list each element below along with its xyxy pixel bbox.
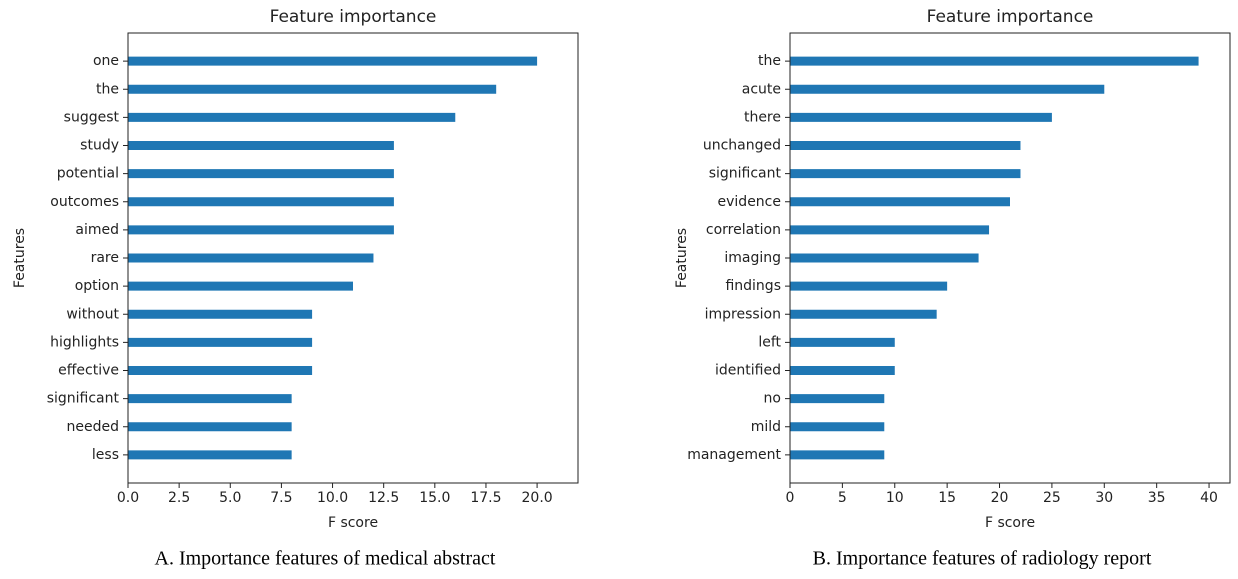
axes-frame: [789, 32, 1231, 484]
bar: [128, 450, 292, 460]
axes-frame: [127, 32, 579, 484]
bar: [128, 56, 538, 66]
y-tick-label: needed: [67, 419, 120, 435]
y-tick-label: identified: [715, 363, 781, 379]
y-tick-label: effective: [58, 363, 119, 379]
y-tick-label: aimed: [75, 222, 119, 238]
y-tick-label: the: [758, 53, 781, 69]
caption: A. Importance features of medical abstra…: [155, 548, 496, 570]
bar: [128, 225, 394, 235]
y-tick-label: suggest: [64, 109, 120, 125]
x-tick-label: 12.5: [368, 490, 399, 506]
bar: [128, 366, 313, 375]
y-tick-label: there: [744, 109, 781, 125]
x-tick-label: 15.0: [419, 490, 450, 506]
x-tick-label: 25: [1043, 490, 1061, 506]
y-tick-label: rare: [91, 250, 119, 266]
x-axis-label: F score: [328, 515, 378, 531]
y-tick-label: outcomes: [50, 194, 119, 210]
y-tick-label: highlights: [50, 334, 119, 350]
bar: [790, 141, 1021, 150]
x-tick-label: 17.5: [470, 490, 501, 506]
caption: B. Importance features of radiology repo…: [813, 548, 1152, 570]
y-tick-label: correlation: [706, 222, 781, 238]
x-tick-label: 20.0: [522, 490, 553, 506]
x-tick-label: 30: [1095, 490, 1113, 506]
y-axis-label: Features: [674, 228, 690, 288]
y-tick-label: less: [92, 447, 119, 463]
bar: [790, 169, 1021, 179]
chart-title: Feature importance: [927, 7, 1094, 27]
y-tick-label: no: [764, 391, 781, 407]
x-tick-label: 2.5: [168, 490, 190, 506]
bar: [790, 84, 1105, 94]
bar: [128, 112, 456, 122]
bar: [128, 84, 497, 94]
y-tick-label: significant: [47, 391, 120, 407]
bar: [790, 225, 990, 235]
bar: [128, 141, 394, 150]
y-tick-label: evidence: [718, 194, 781, 210]
x-axis-label: F score: [985, 515, 1035, 531]
y-tick-label: mild: [751, 419, 781, 435]
x-tick-label: 5: [838, 490, 847, 506]
bar: [128, 281, 353, 291]
bar: [790, 422, 885, 432]
y-tick-label: imaging: [724, 250, 781, 266]
y-tick-label: acute: [742, 81, 781, 97]
y-tick-label: potential: [57, 166, 119, 182]
y-tick-label: impression: [705, 306, 781, 322]
x-tick-label: 40: [1200, 490, 1218, 506]
y-tick-label: the: [96, 81, 119, 97]
bar: [790, 253, 979, 263]
bar: [790, 337, 895, 347]
x-tick-label: 5.0: [219, 490, 241, 506]
y-tick-label: without: [66, 306, 119, 322]
y-tick-label: significant: [709, 166, 782, 182]
y-tick-label: findings: [725, 278, 781, 294]
y-tick-label: left: [758, 334, 781, 350]
y-tick-label: unchanged: [703, 138, 781, 154]
bar: [790, 112, 1052, 122]
x-tick-label: 20: [991, 490, 1009, 506]
bar: [128, 337, 313, 347]
bar: [128, 253, 374, 263]
bar: [790, 309, 937, 319]
bar: [790, 56, 1199, 66]
y-tick-label: option: [75, 278, 119, 294]
bar: [790, 394, 885, 404]
chart-title: Feature importance: [270, 7, 437, 27]
x-tick-label: 0: [786, 490, 795, 506]
x-tick-label: 10: [886, 490, 904, 506]
x-tick-label: 35: [1148, 490, 1166, 506]
x-tick-label: 7.5: [270, 490, 292, 506]
bar: [790, 450, 885, 460]
y-axis-label: Features: [12, 228, 28, 288]
bar: [790, 281, 948, 291]
x-tick-label: 10.0: [317, 490, 348, 506]
bar: [790, 197, 1010, 207]
bar: [128, 422, 292, 432]
y-tick-label: study: [80, 138, 119, 154]
x-tick-label: 15: [938, 490, 956, 506]
bar: [128, 197, 394, 207]
bar: [128, 169, 394, 179]
y-tick-label: one: [93, 53, 119, 69]
bar: [790, 366, 895, 375]
y-tick-label: management: [687, 447, 781, 463]
bar: [128, 394, 292, 404]
x-tick-label: 0.0: [117, 490, 139, 506]
bar: [128, 309, 313, 319]
